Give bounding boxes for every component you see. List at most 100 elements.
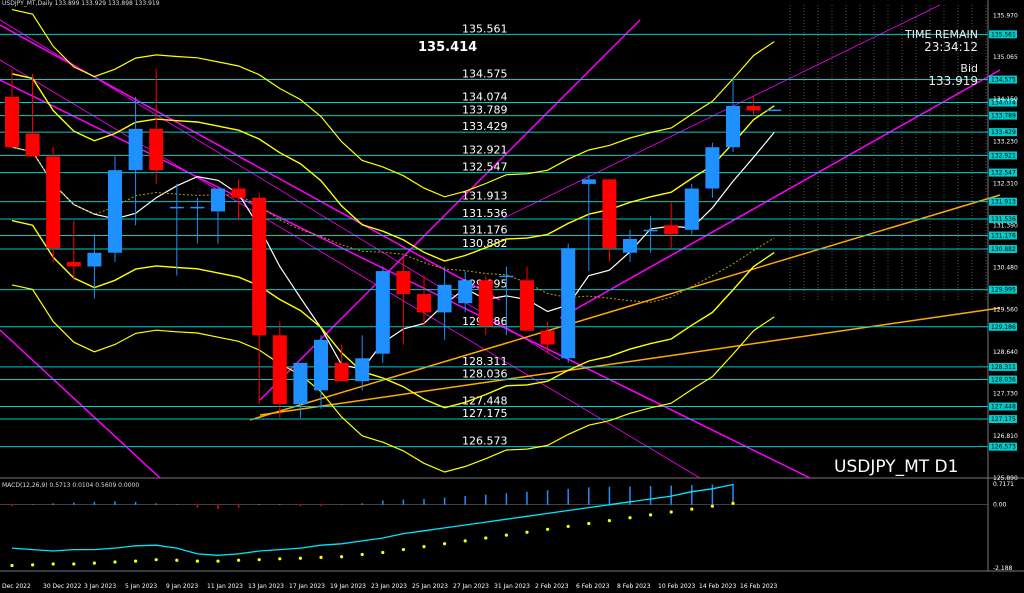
candle-body xyxy=(169,206,184,209)
trendline xyxy=(259,19,641,401)
macd-dot xyxy=(381,550,385,555)
macd-dot xyxy=(298,556,302,560)
price-axis-tick: 127.730 xyxy=(993,391,1018,398)
price-level-tag xyxy=(989,375,1017,384)
big-price-label: 135.414 xyxy=(418,40,478,55)
candle-body xyxy=(458,280,473,304)
price-axis-tick: 126.810 xyxy=(993,433,1018,440)
candle-body xyxy=(478,280,493,327)
price-level-label: 133.789 xyxy=(462,104,508,117)
candle-body xyxy=(581,179,596,184)
envelope-lower xyxy=(11,284,775,473)
trendline xyxy=(0,329,161,479)
price-level-label: 131.176 xyxy=(462,223,508,236)
price-level-tag xyxy=(989,285,1017,294)
date-axis-label: 8 Feb 2023 xyxy=(617,583,651,590)
bollinger-upper xyxy=(11,73,775,262)
price-level-tag xyxy=(989,98,1017,107)
price-level-tag-label: 132.921 xyxy=(991,152,1016,159)
date-axis-label: 2 Feb 2023 xyxy=(535,583,569,590)
ohlc-info: USDJPY_MT,Daily 133.899 133.929 133.898 … xyxy=(2,0,160,7)
price-level-label: 134.575 xyxy=(462,68,508,81)
date-axis: Dec 2022 30 Dec 2022 3 Jan 2023 5 Jan 2023 9… xyxy=(2,583,778,590)
symbol-label: USDJPY_MT D1 xyxy=(834,457,959,477)
price-level-tag-label: 132.547 xyxy=(991,170,1016,177)
price-level-tag xyxy=(989,362,1017,371)
price-level-tag-label: 130.882 xyxy=(991,246,1016,253)
candle-body xyxy=(66,261,81,267)
candle-body xyxy=(767,109,782,112)
price-level-label: 133.429 xyxy=(462,120,508,133)
price-level-tag-label: 133.429 xyxy=(991,129,1016,136)
date-axis-label: 5 Jan 2023 xyxy=(125,583,157,590)
price-level-tag xyxy=(989,231,1017,240)
price-level-tag-label: 129.995 xyxy=(991,287,1016,294)
ma-white xyxy=(11,132,775,370)
candle-body xyxy=(602,179,617,249)
price-level-label: 126.573 xyxy=(462,435,508,448)
candles xyxy=(5,69,782,418)
bid-value: 133.919 xyxy=(928,74,978,88)
price-level-label: 134.074 xyxy=(462,91,508,104)
candle-body xyxy=(190,206,205,209)
date-axis-label: 9 Jan 2023 xyxy=(166,583,198,590)
price-axis-tick: 135.065 xyxy=(993,54,1018,61)
trendline xyxy=(0,59,701,479)
macd-dot xyxy=(195,559,199,563)
macd-dot xyxy=(587,521,591,526)
candle-body xyxy=(396,271,411,295)
macd-dot xyxy=(628,516,632,520)
price-axis-tick: 132.310 xyxy=(993,180,1018,187)
macd-dot xyxy=(443,542,447,546)
price-axis-tick: 129.560 xyxy=(993,307,1018,314)
price-level-tag-label: 133.789 xyxy=(991,113,1016,120)
price-level-tag xyxy=(989,30,1017,39)
macd-dot xyxy=(30,563,35,567)
date-axis-label: 6 Feb 2023 xyxy=(576,583,610,590)
macd-dot xyxy=(340,555,344,559)
candle-body xyxy=(355,358,370,382)
trendlines xyxy=(0,4,1001,479)
price-level-label: 135.561 xyxy=(462,22,508,35)
price-axis-tick: 130.480 xyxy=(993,264,1018,271)
macd-dot xyxy=(525,530,529,534)
candle-body xyxy=(108,170,122,253)
price-level-tag-label: 127.448 xyxy=(991,404,1016,411)
candle-body xyxy=(540,330,555,345)
macd-dot xyxy=(669,510,673,514)
candle-body xyxy=(746,105,761,111)
price-axis-tick: 135.970 xyxy=(993,13,1018,20)
macd-dot xyxy=(731,501,735,505)
candle-body xyxy=(726,105,740,148)
candle-body xyxy=(417,294,431,313)
macd-dot xyxy=(401,547,405,552)
date-axis-label: 10 Feb 2023 xyxy=(658,583,696,590)
candle-body xyxy=(231,188,246,198)
candle-body xyxy=(46,156,61,249)
candle-body xyxy=(252,197,267,336)
date-axis-label: 25 Jan 2023 xyxy=(412,583,448,590)
price-level-tag-label: 134.074 xyxy=(991,100,1016,107)
envelope-upper xyxy=(11,9,775,198)
price-axis-tick: 134.150 xyxy=(993,96,1018,103)
bid-box: Bid 133.919 xyxy=(928,62,978,88)
candle-body xyxy=(684,188,699,230)
date-axis-label: 19 Jan 2023 xyxy=(330,583,366,590)
macd-signal-line xyxy=(11,483,734,556)
candle-body xyxy=(664,225,679,235)
price-level-label: 127.448 xyxy=(462,395,508,408)
macd-dot xyxy=(278,557,282,561)
price-level-tag xyxy=(989,214,1017,223)
price-level-tag-label: 128.311 xyxy=(991,364,1016,371)
price-level-tag-label: 127.175 xyxy=(991,416,1016,423)
bid-label: Bid xyxy=(960,62,978,75)
macd-dot xyxy=(319,555,323,559)
macd-dot xyxy=(134,559,138,563)
macd-dot xyxy=(566,524,570,529)
macd-axis-tick: 0.00 xyxy=(993,502,1007,509)
price-level-tag-label: 131.536 xyxy=(991,216,1016,223)
macd-axis-tick: 0.7171 xyxy=(993,481,1014,488)
macd-dot xyxy=(216,559,220,563)
time-remain-box: TIME REMAIN 23:34:12 xyxy=(905,28,978,54)
candle-body xyxy=(623,238,637,253)
